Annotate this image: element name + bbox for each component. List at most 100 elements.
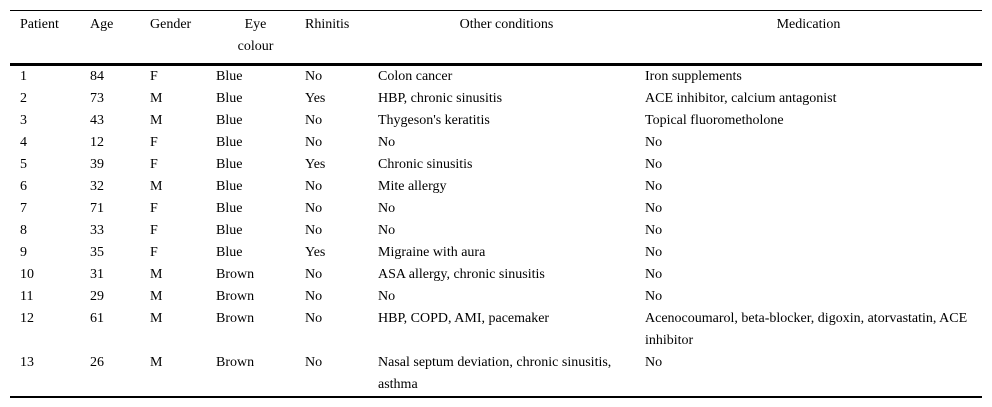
table-cell: No [305,135,323,150]
table-cell: Chronic sinusitis [378,157,473,172]
table-cell: Brown [216,311,255,326]
col-header-gender: Gender [150,17,192,32]
table-cell: No [305,69,323,84]
table-cell: No [305,289,323,304]
table-cell: Topical fluorometholone [645,113,784,128]
table-cell: 43 [90,113,104,128]
table-cell: F [150,245,158,260]
table-cell: 9 [20,245,27,260]
table-cell: 12 [90,135,104,150]
table-cell: Migraine with aura [378,245,486,260]
table-cell: 2 [20,91,27,106]
table-cell: 33 [90,223,104,238]
col-header-patient: Patient [20,17,59,32]
table-cell: M [150,91,163,106]
table-cell: No [645,245,663,260]
table-cell: M [150,311,163,326]
table-cell: Brown [216,355,255,370]
table-cell: No [305,311,323,326]
table-cell: M [150,113,163,128]
table-cell: No [305,179,323,194]
table-cell: 84 [90,69,104,84]
table-cell: F [150,201,158,216]
table-cell: 1 [20,69,27,84]
col-header-other-conditions: Other conditions [459,17,554,32]
table-cell: Iron supplements [645,69,742,84]
table-cell: Blue [216,69,243,84]
table-cell: Blue [216,157,243,172]
table-cell: Blue [216,223,243,238]
col-header-eye-colour-label: Eye colour [237,17,274,54]
table-cell: No [305,267,323,282]
col-header-medication: Medication [776,17,841,32]
table-cell: No [645,201,663,216]
table-cell: No [645,223,663,238]
table-cell: Brown [216,267,255,282]
table-row: 1 84 F Blue No Colon cancer Iron supplements [10,65,982,89]
table-row: 6 32 M Blue No Mite allergy No [10,176,982,198]
table-row: 7 71 F Blue No No No [10,198,982,220]
table-cell: 26 [90,355,104,370]
table-row: 10 31 M Brown No ASA allergy, chronic sinusit… [10,264,982,286]
table-cell: Blue [216,179,243,194]
table-cell: Blue [216,91,243,106]
table-cell: Colon cancer [378,69,453,84]
table-cell: 10 [20,267,34,282]
table-cell: M [150,355,163,370]
table-cell: No [378,135,396,150]
table-cell: No [378,223,396,238]
table-cell: No [378,201,396,216]
table-cell: Blue [216,135,243,150]
table-cell: No [378,289,396,304]
table-cell: No [645,289,663,304]
table-cell: F [150,157,158,172]
table-row: 3 43 M Blue No Thygeson's keratitis Topical fl… [10,110,982,132]
patient-characteristics-table: Patient Age Gender Eye colour Rhinitis O… [10,10,982,398]
table-cell: 4 [20,135,27,150]
table-cell: 8 [20,223,27,238]
table-header: Patient Age Gender Eye colour Rhinitis O… [10,11,982,65]
table-cell: F [150,135,158,150]
table-cell: F [150,69,158,84]
table-cell: 39 [90,157,104,172]
table-cell: 35 [90,245,104,260]
table-cell: 5 [20,157,27,172]
table-cell: No [305,201,323,216]
table-row: 4 12 F Blue No No No [10,132,982,154]
table-row: 12 61 M Brown No HBP, COPD, AMI, pacemaker Ace… [10,308,982,352]
table-cell: Yes [305,245,326,260]
table-cell: ACE inhibitor, calcium antagonist [645,91,837,106]
table-cell: No [645,135,663,150]
table-cell: 61 [90,311,104,326]
table-cell: M [150,267,163,282]
table-cell: Acenocoumarol, beta-blocker, digoxin, at… [645,311,968,348]
table-row: 11 29 M Brown No No No [10,286,982,308]
col-header-rhinitis: Rhinitis [305,17,350,32]
table-cell: F [150,223,158,238]
table-row: 2 73 M Blue Yes HBP, chronic sinusitis ACE inh… [10,88,982,110]
table-row: 9 35 F Blue Yes Migraine with aura No [10,242,982,264]
table-cell: Yes [305,157,326,172]
table-cell: 73 [90,91,104,106]
table-cell: M [150,179,163,194]
table-cell: No [645,355,663,370]
table-cell: HBP, COPD, AMI, pacemaker [378,311,550,326]
table-cell: Blue [216,113,243,128]
col-header-age: Age [90,17,114,32]
table-cell: No [305,223,323,238]
table-cell: ASA allergy, chronic sinusitis [378,267,545,282]
table-row: 5 39 F Blue Yes Chronic sinusitis No [10,154,982,176]
table-cell: No [645,179,663,194]
table-cell: 12 [20,311,34,326]
table-cell: 3 [20,113,27,128]
table-cell: Blue [216,245,243,260]
table-cell: 11 [20,289,34,304]
table-cell: No [305,355,323,370]
table-cell: Thygeson's keratitis [378,113,490,128]
table-cell: Yes [305,91,326,106]
table-cell: Mite allergy [378,179,447,194]
table-cell: Brown [216,289,255,304]
table-cell: HBP, chronic sinusitis [378,91,503,106]
table-body: 1 84 F Blue No Colon cancer Iron supplements 2 7… [10,65,982,398]
